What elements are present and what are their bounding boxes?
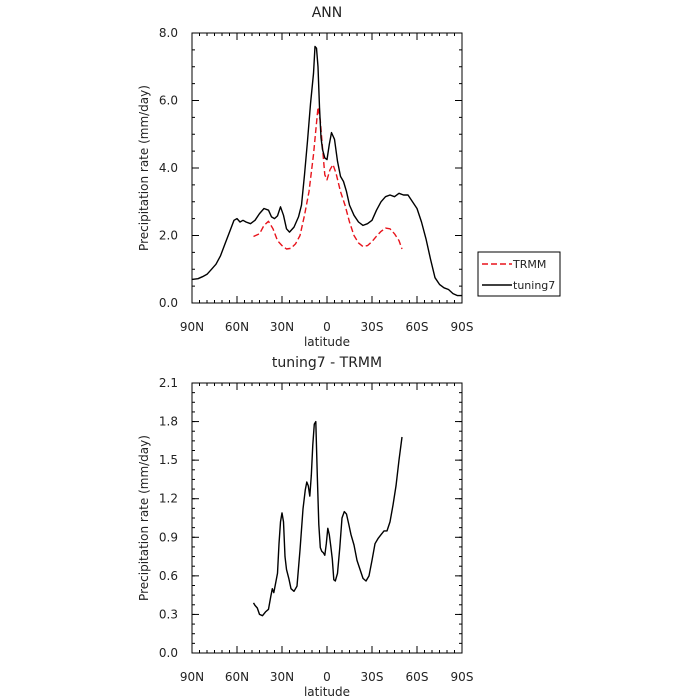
chart-title: ANN <box>312 5 343 21</box>
x-tick-label: 90S <box>451 320 474 334</box>
x-tick-label: 60S <box>406 320 429 334</box>
x-tick-label: 60N <box>225 320 249 334</box>
x-tick-label: 60S <box>406 670 429 684</box>
y-tick-label: 8.0 <box>159 26 178 40</box>
y-tick-label: 0.9 <box>159 530 178 544</box>
x-tick-label: 90S <box>451 670 474 684</box>
chart-title: tuning7 - TRMM <box>272 355 382 371</box>
x-tick-label: 30S <box>361 670 384 684</box>
series-line-TRMM <box>253 106 403 250</box>
y-tick-label: 0.0 <box>159 296 178 310</box>
plot-frame <box>191 382 463 654</box>
x-tick-label: 90N <box>180 320 204 334</box>
y-tick-label: 0.0 <box>159 646 178 660</box>
y-tick-label: 1.2 <box>159 492 178 506</box>
legend-box <box>477 251 561 297</box>
y-tick-label: 0.3 <box>159 607 178 621</box>
y-tick-label: 1.5 <box>159 453 178 467</box>
chart-panel-bottom: tuning7 - TRMM 90N 60N 30N 0 30S 60S 90S 0.0 0.3 0… <box>137 355 473 699</box>
series-line-diff-0 <box>252 420 403 617</box>
x-axis-label: latitude <box>304 335 350 349</box>
y-tick-label: 2.1 <box>159 376 178 390</box>
x-tick-label: 0 <box>323 670 331 684</box>
x-tick-label: 30N <box>270 670 294 684</box>
y-tick-label: 6.0 <box>159 94 178 108</box>
x-tick-label: 30S <box>361 320 384 334</box>
y-tick-label: 1.8 <box>159 415 178 429</box>
series-line-tuning7 <box>191 45 462 297</box>
x-tick-label: 60N <box>225 670 249 684</box>
y-tick-label: 2.0 <box>159 229 178 243</box>
x-tick-label: 30N <box>270 320 294 334</box>
x-tick-label: 90N <box>180 670 204 684</box>
legend: TRMM tuning7 <box>477 251 561 297</box>
chart-panel-top: ANN 90N 60N 30N 0 30S 60S 90S 0.0 2.0 4.0 6.0 8.0 lat… <box>137 5 561 349</box>
legend-label-tuning7: tuning7 <box>513 279 555 292</box>
y-axis-label: Precipitation rate (mm/day) <box>137 435 151 601</box>
x-tick-label: 0 <box>323 320 331 334</box>
x-axis-label: latitude <box>304 685 350 699</box>
legend-label-TRMM: TRMM <box>512 258 546 271</box>
y-tick-label: 0.6 <box>159 569 178 583</box>
plot-frame <box>191 32 463 304</box>
y-axis-label: Precipitation rate (mm/day) <box>137 85 151 251</box>
y-tick-label: 4.0 <box>159 161 178 175</box>
